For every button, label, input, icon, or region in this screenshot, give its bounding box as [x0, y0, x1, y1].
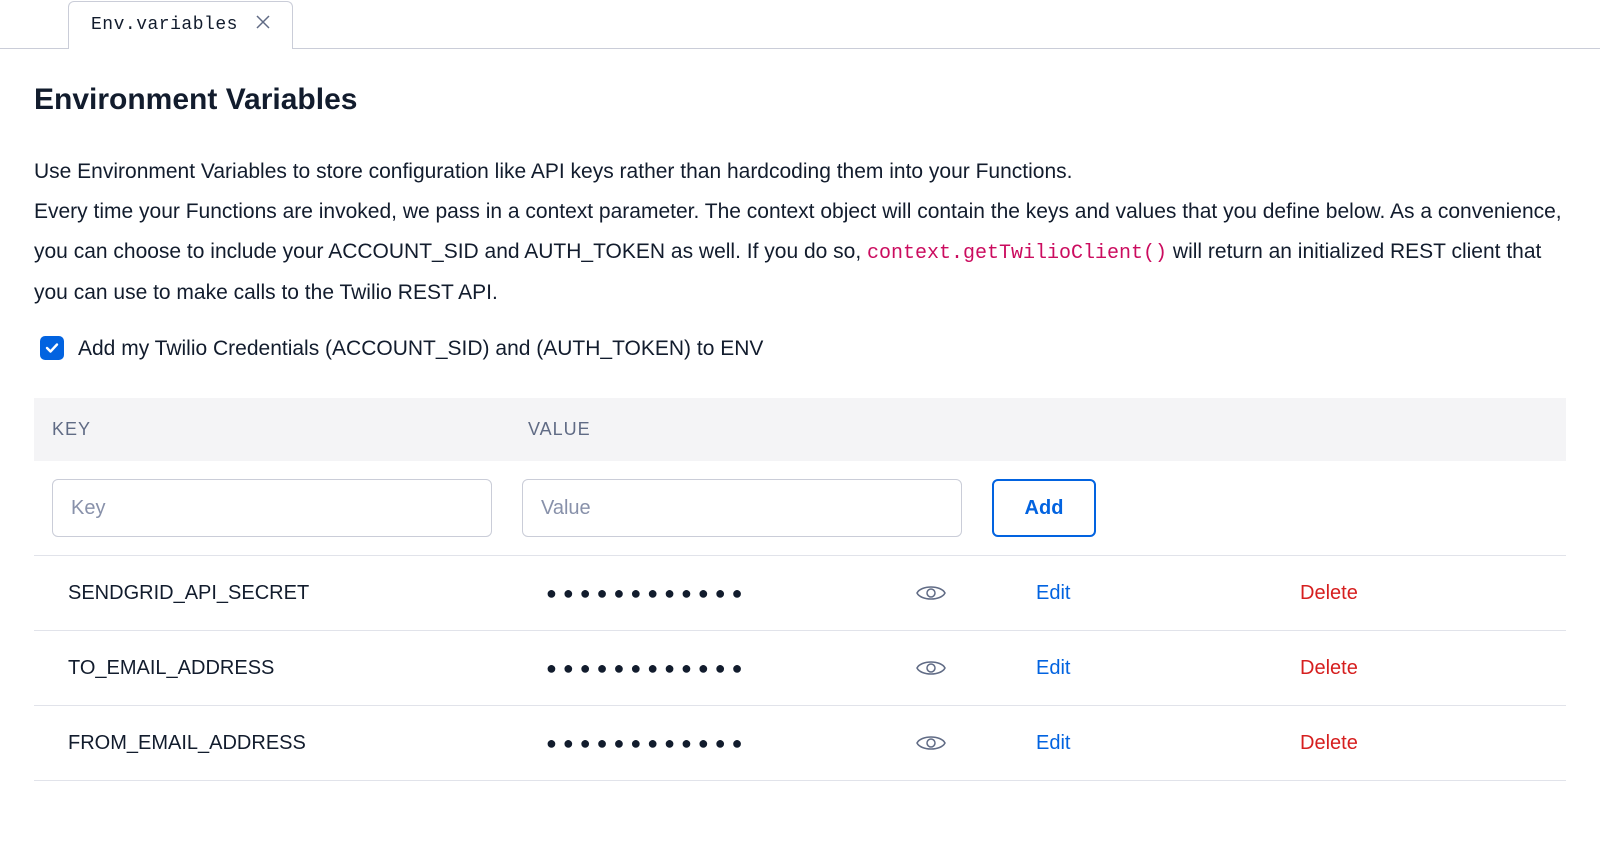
value-input[interactable]: [522, 479, 962, 537]
description-line1: Use Environment Variables to store confi…: [34, 160, 1073, 183]
delete-button[interactable]: Delete: [1300, 653, 1566, 683]
add-variable-row: Add: [34, 461, 1566, 556]
table-row: TO_EMAIL_ADDRESS ●●●●●●●●●●●● Edit Delet…: [34, 631, 1566, 706]
env-value-masked: ●●●●●●●●●●●●: [546, 655, 916, 682]
edit-button[interactable]: Edit: [1036, 728, 1300, 758]
env-key: SENDGRID_API_SECRET: [68, 578, 546, 608]
table-row: FROM_EMAIL_ADDRESS ●●●●●●●●●●●● Edit Del…: [34, 706, 1566, 781]
column-header-value: VALUE: [522, 416, 992, 443]
reveal-value-icon[interactable]: [916, 583, 1036, 603]
credentials-checkbox-row: Add my Twilio Credentials (ACCOUNT_SID) …: [34, 333, 1566, 365]
table-header: KEY VALUE: [34, 398, 1566, 461]
env-value-masked: ●●●●●●●●●●●●: [546, 580, 916, 607]
tab-env-variables[interactable]: Env.variables: [68, 1, 293, 49]
env-vars-table: KEY VALUE Add SENDGRID_API_SECRET: [34, 398, 1566, 781]
env-value-masked: ●●●●●●●●●●●●: [546, 730, 916, 757]
table-row: SENDGRID_API_SECRET ●●●●●●●●●●●● Edit De…: [34, 556, 1566, 631]
description-paragraph: Use Environment Variables to store confi…: [34, 152, 1566, 313]
edit-button[interactable]: Edit: [1036, 653, 1300, 683]
delete-button[interactable]: Delete: [1300, 578, 1566, 608]
page-title: Environment Variables: [34, 77, 1566, 122]
reveal-value-icon[interactable]: [916, 733, 1036, 753]
add-button[interactable]: Add: [992, 479, 1096, 537]
edit-button[interactable]: Edit: [1036, 578, 1300, 608]
credentials-checkbox-label: Add my Twilio Credentials (ACCOUNT_SID) …: [78, 333, 763, 365]
key-input[interactable]: [52, 479, 492, 537]
code-snippet: context.getTwilioClient(): [867, 242, 1167, 265]
credentials-checkbox[interactable]: [40, 336, 64, 360]
tab-label: Env.variables: [91, 12, 238, 39]
column-header-key: KEY: [52, 416, 522, 443]
delete-button[interactable]: Delete: [1300, 728, 1566, 758]
tab-bar: Env.variables: [0, 0, 1600, 49]
env-key: FROM_EMAIL_ADDRESS: [68, 728, 546, 758]
env-key: TO_EMAIL_ADDRESS: [68, 653, 546, 683]
reveal-value-icon[interactable]: [916, 658, 1036, 678]
close-icon[interactable]: [256, 12, 270, 39]
